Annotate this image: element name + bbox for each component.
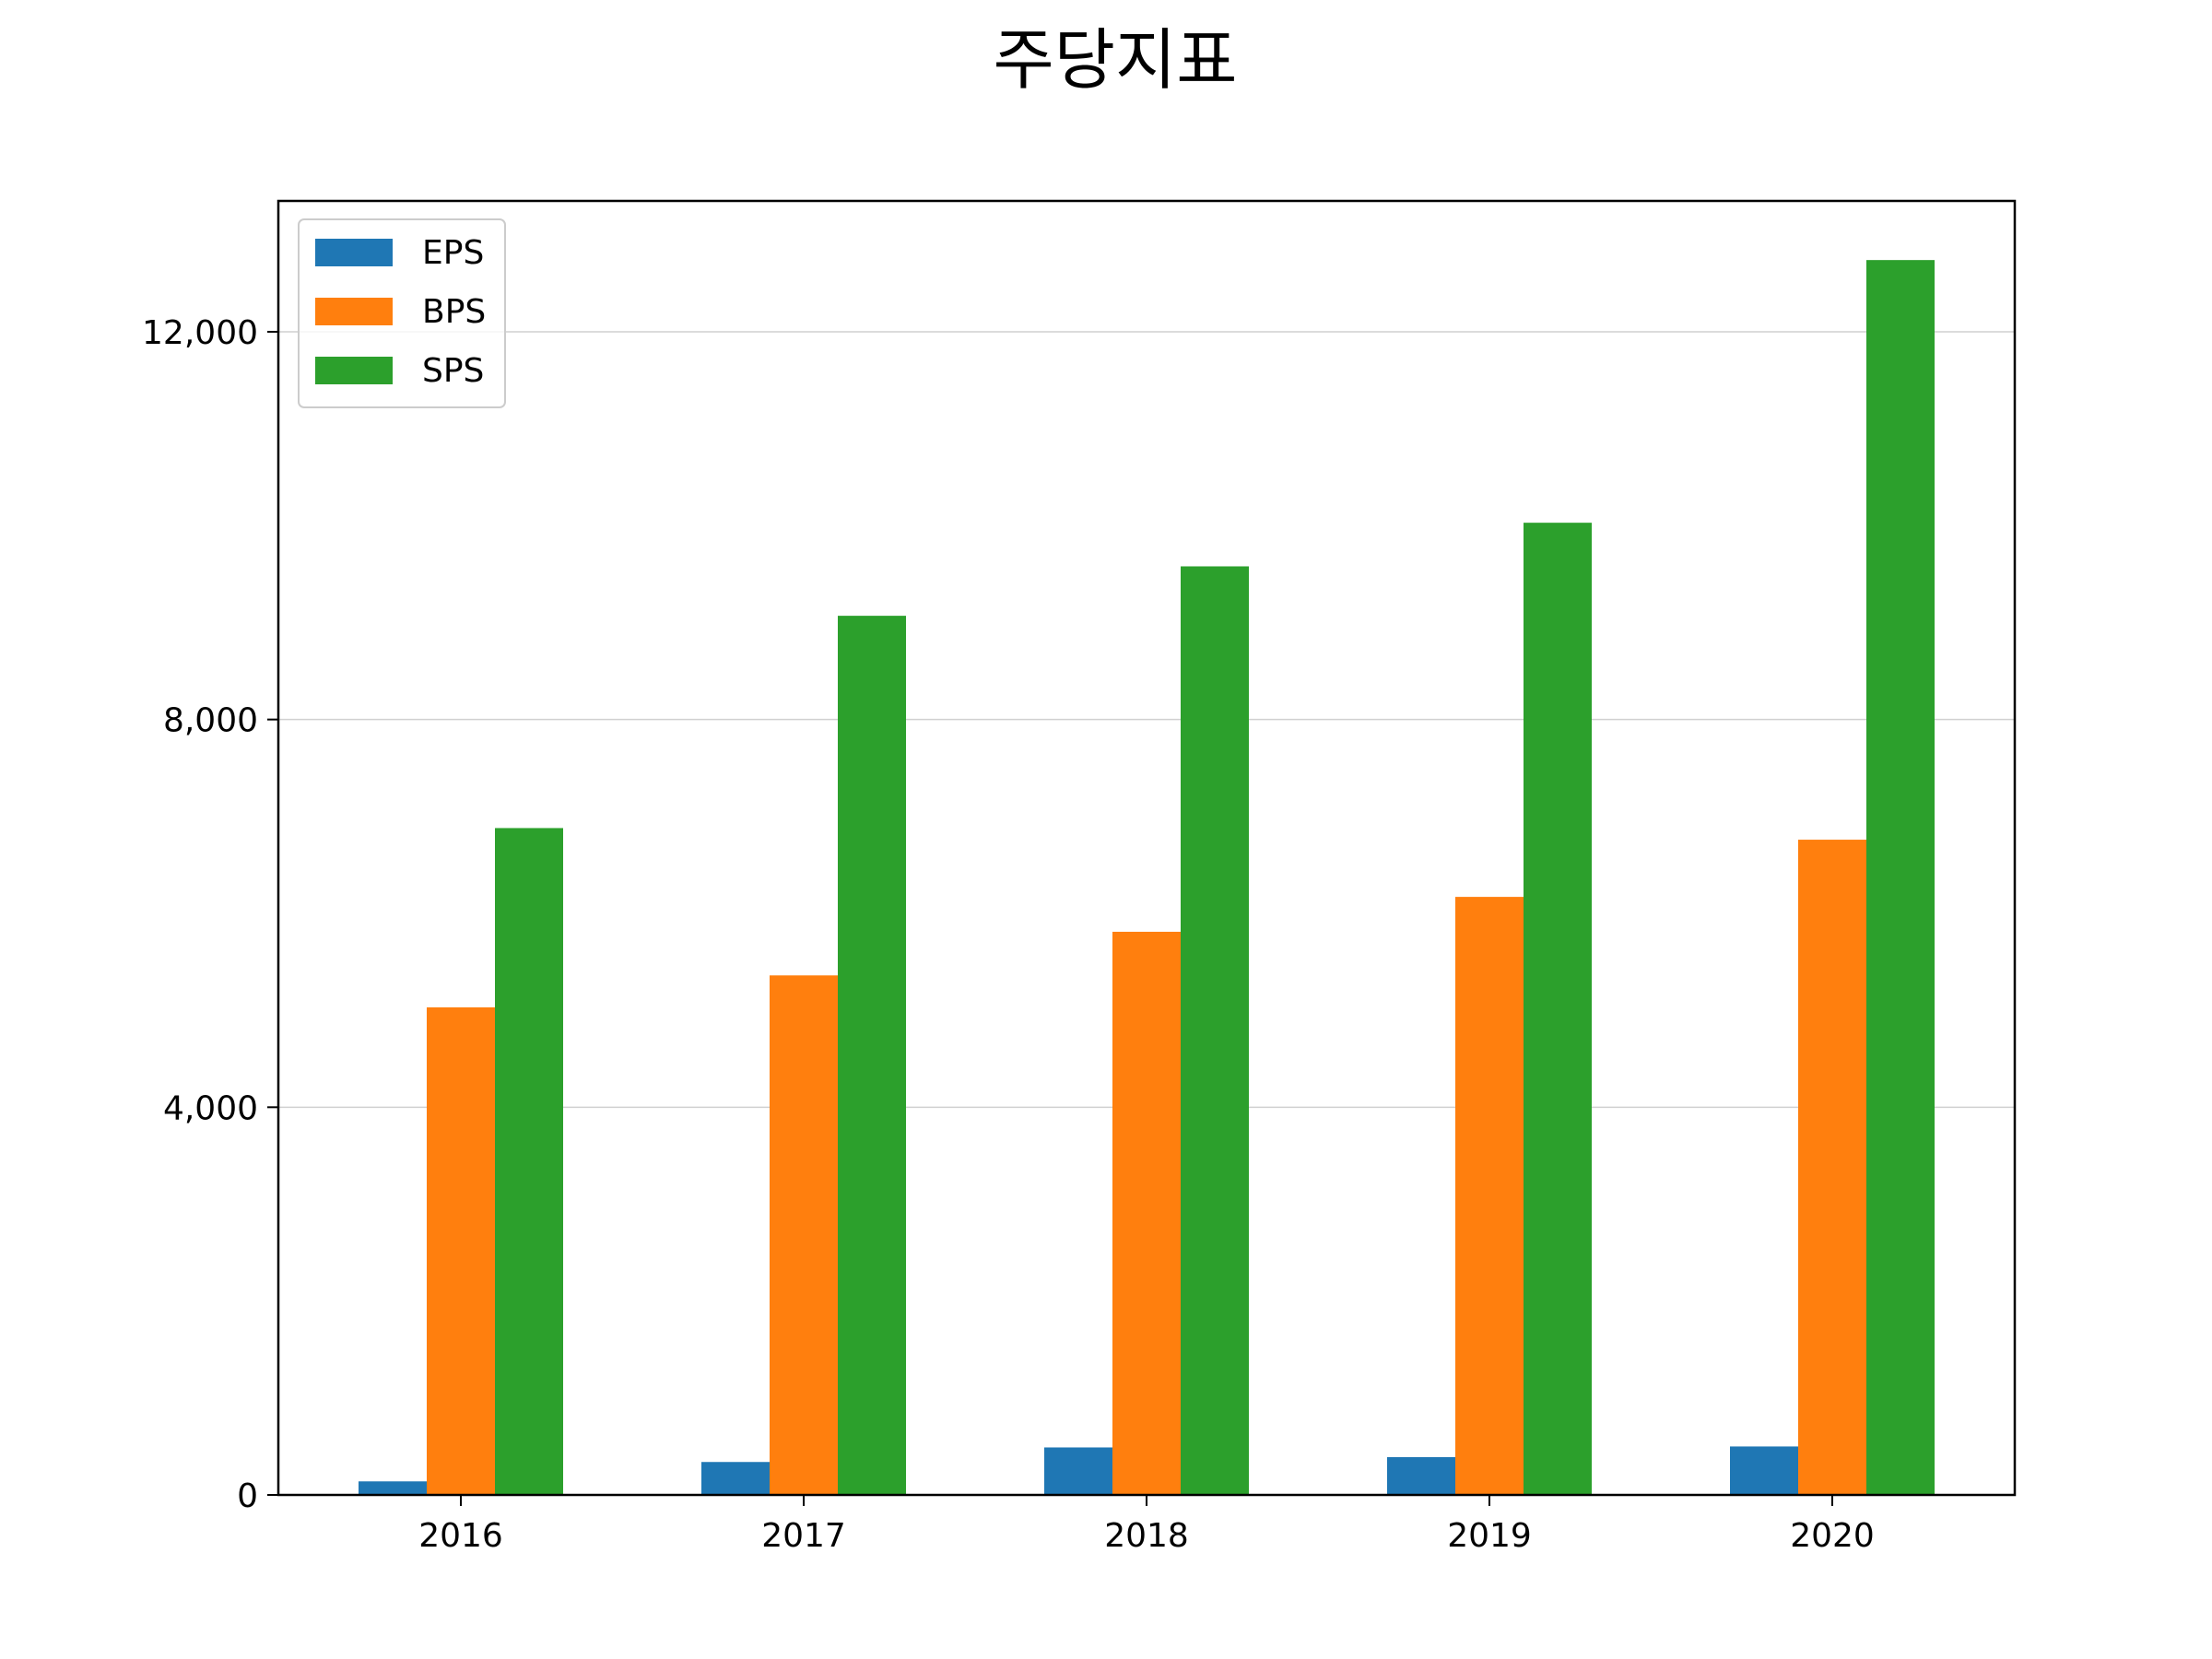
x-tick-label-2019: 2019	[1447, 1517, 1532, 1555]
x-tick-label-2020: 2020	[1790, 1517, 1875, 1555]
bar-eps-2016	[359, 1481, 427, 1495]
y-tick-label-0: 0	[237, 1477, 258, 1515]
bar-bps-2016	[427, 1007, 495, 1495]
bar-bps-2017	[770, 975, 838, 1495]
legend-label-eps: EPS	[422, 234, 484, 272]
legend-label-bps: BPS	[422, 293, 486, 331]
bar-eps-2019	[1387, 1456, 1455, 1495]
bar-eps-2020	[1730, 1446, 1798, 1495]
bar-eps-2017	[701, 1462, 770, 1495]
legend-swatch-eps	[315, 239, 393, 266]
y-axis: 0 4,000 8,000 12,000	[142, 314, 278, 1515]
y-tick-label-2: 8,000	[163, 702, 258, 740]
y-tick-label-1: 4,000	[163, 1089, 258, 1127]
legend-swatch-sps	[315, 357, 393, 384]
bar-bps-2020	[1798, 840, 1866, 1495]
x-tick-label-2018: 2018	[1104, 1517, 1189, 1555]
bar-sps-2020	[1866, 260, 1935, 1495]
bar-bps-2018	[1112, 931, 1181, 1495]
bar-sps-2016	[495, 828, 563, 1495]
bar-bps-2019	[1455, 897, 1524, 1495]
x-tick-label-2017: 2017	[761, 1517, 846, 1555]
bar-sps-2017	[838, 616, 906, 1495]
bar-sps-2018	[1181, 566, 1249, 1495]
legend-swatch-bps	[315, 298, 393, 325]
x-axis: 2016 2017 2018 2019 2020	[418, 1495, 1875, 1555]
legend-label-sps: SPS	[422, 352, 484, 390]
bars	[359, 260, 1935, 1495]
x-tick-label-2016: 2016	[418, 1517, 503, 1555]
chart-title: 주당지표	[994, 21, 1238, 99]
legend: EPS BPS SPS	[298, 218, 506, 408]
bar-eps-2018	[1044, 1447, 1112, 1495]
y-tick-label-3: 12,000	[142, 314, 258, 352]
bar-sps-2019	[1524, 523, 1592, 1495]
